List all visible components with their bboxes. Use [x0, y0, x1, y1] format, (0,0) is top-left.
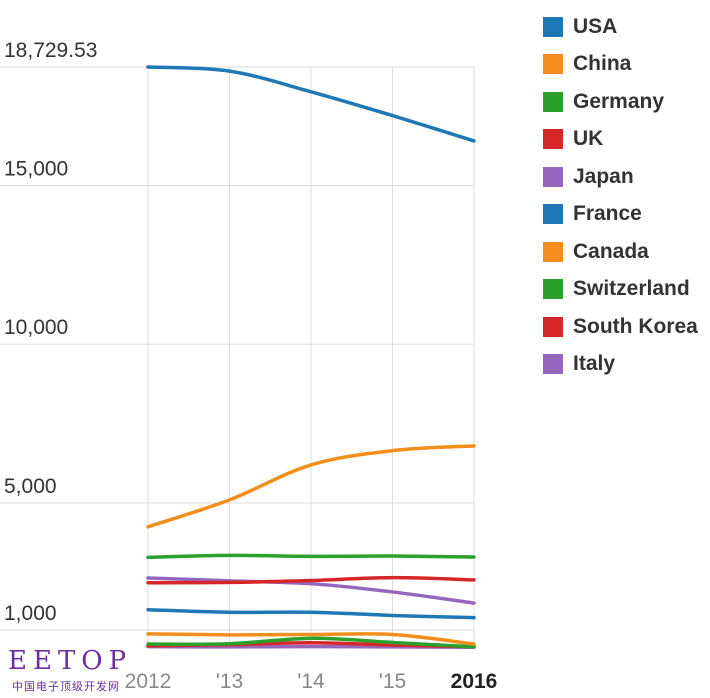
chart-legend: USA China Germany UK Japan France Canada Switze… — [543, 8, 698, 383]
legend-label: Germany — [573, 89, 665, 113]
legend-label: Italy — [573, 352, 616, 376]
legend-label: South Korea — [573, 314, 698, 338]
legend-item: Germany — [543, 83, 698, 121]
watermark-subtext: 中国电子顶级开发网 — [12, 680, 120, 693]
legend-swatch — [543, 166, 563, 187]
legend-swatch — [543, 204, 563, 225]
y-tick-label: 5,000 — [4, 475, 57, 498]
series-line-switzerland — [146, 636, 476, 649]
x-tick-label: 2012 — [125, 670, 172, 693]
chart-grid — [0, 66, 475, 648]
legend-item: USA — [543, 8, 698, 46]
legend-swatch — [543, 279, 563, 300]
legend-swatch — [543, 354, 563, 375]
legend-item: Italy — [543, 346, 698, 384]
legend-swatch — [543, 16, 563, 37]
legend-item: Switzerland — [543, 271, 698, 309]
legend-label: UK — [573, 127, 604, 151]
chart-tick-labels: 1,000 5,000 10,000 15,000 18,729.53 2012 '13 '1… — [4, 39, 497, 693]
series-line-china — [146, 444, 476, 529]
watermark-logo: EETOP — [8, 646, 133, 676]
series-line-france — [146, 607, 476, 620]
legend-label: Canada — [573, 239, 649, 263]
legend-label: France — [573, 202, 642, 226]
legend-item: South Korea — [543, 308, 698, 346]
legend-label: Japan — [573, 164, 634, 188]
legend-swatch — [543, 91, 563, 112]
x-tick-label: 2016 — [451, 670, 498, 693]
legend-item: France — [543, 196, 698, 234]
y-tick-label: 15,000 — [4, 157, 68, 180]
series-line-canada — [146, 632, 476, 646]
legend-item: China — [543, 46, 698, 84]
series-line-uk — [146, 575, 476, 585]
y-tick-label: 10,000 — [4, 316, 68, 339]
series-line-usa — [146, 65, 476, 143]
legend-item: Canada — [543, 233, 698, 271]
series-line-japan — [146, 576, 476, 605]
legend-swatch — [543, 129, 563, 150]
legend-item: Japan — [543, 158, 698, 196]
chart-series — [146, 65, 476, 649]
legend-swatch — [543, 54, 563, 75]
y-tick-label: 1,000 — [4, 602, 57, 625]
series-line-germany — [146, 553, 476, 560]
legend-label: China — [573, 52, 632, 76]
legend-item: UK — [543, 121, 698, 159]
legend-swatch — [543, 316, 563, 337]
legend-swatch — [543, 241, 563, 262]
legend-label: Switzerland — [573, 277, 690, 301]
legend-label: USA — [573, 14, 618, 38]
x-tick-label: '15 — [379, 670, 406, 693]
y-tick-label: 18,729.53 — [4, 39, 97, 62]
x-tick-label: '14 — [297, 670, 325, 693]
x-tick-label: '13 — [216, 670, 243, 693]
